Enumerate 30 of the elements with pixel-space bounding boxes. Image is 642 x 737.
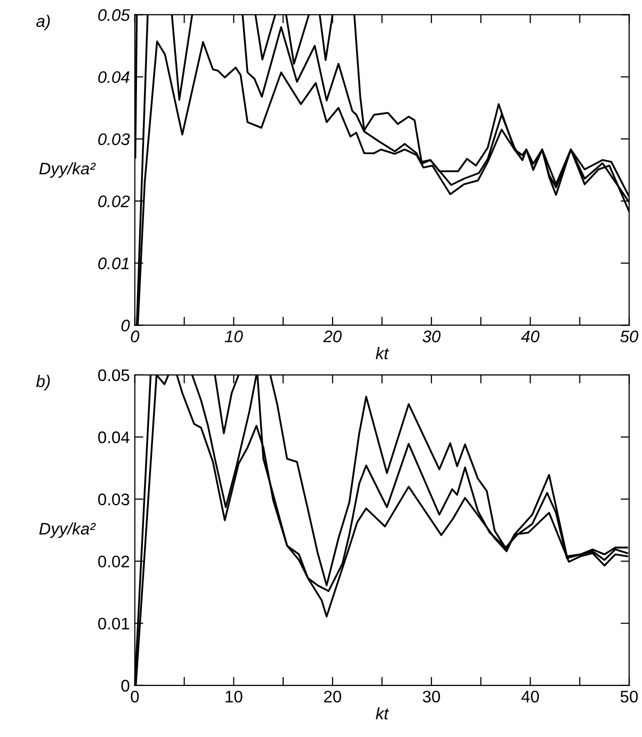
- y-axis-title: Dyy/ka²: [39, 522, 96, 538]
- y-axis-title: Dyy/ka²: [39, 162, 96, 178]
- x-tick-label: 50: [620, 690, 638, 703]
- text: a): [36, 14, 50, 30]
- x-tick-label: 30: [422, 690, 440, 703]
- y-tick-label: 0.02: [98, 556, 130, 568]
- x-tick-label: 40: [521, 330, 540, 342]
- x-tick-label: 40: [521, 690, 539, 703]
- y-tick-label: 0: [121, 320, 130, 332]
- y-tick-label: 0.03: [98, 494, 130, 506]
- x-tick-label: 10: [226, 690, 242, 703]
- x-tick-label: 10: [224, 330, 243, 342]
- x-axis-title: kt: [376, 707, 390, 720]
- x-axis-title: kt: [376, 347, 390, 360]
- text: b): [36, 374, 50, 390]
- x-tick-label: 0: [130, 330, 140, 342]
- y-tick-label: 0.01: [98, 258, 129, 270]
- y-tick-label: 0.04: [98, 431, 130, 444]
- y-tick-label: 0.03: [98, 133, 130, 146]
- x-tick-label: 20: [323, 330, 342, 342]
- x-tick-label: 0: [130, 690, 139, 703]
- y-tick-label: 0.04: [98, 71, 130, 84]
- x-tick-label: 20: [324, 690, 342, 703]
- y-tick-label: 0.05: [98, 369, 130, 382]
- x-tick-label: 30: [422, 330, 441, 342]
- x-tick-label: 50: [620, 330, 638, 342]
- y-tick-label: 0: [121, 680, 130, 692]
- y-tick-label: 0.02: [98, 195, 130, 208]
- y-tick-label: 0.01: [98, 618, 130, 630]
- y-tick-label: 0.05: [98, 9, 130, 21]
